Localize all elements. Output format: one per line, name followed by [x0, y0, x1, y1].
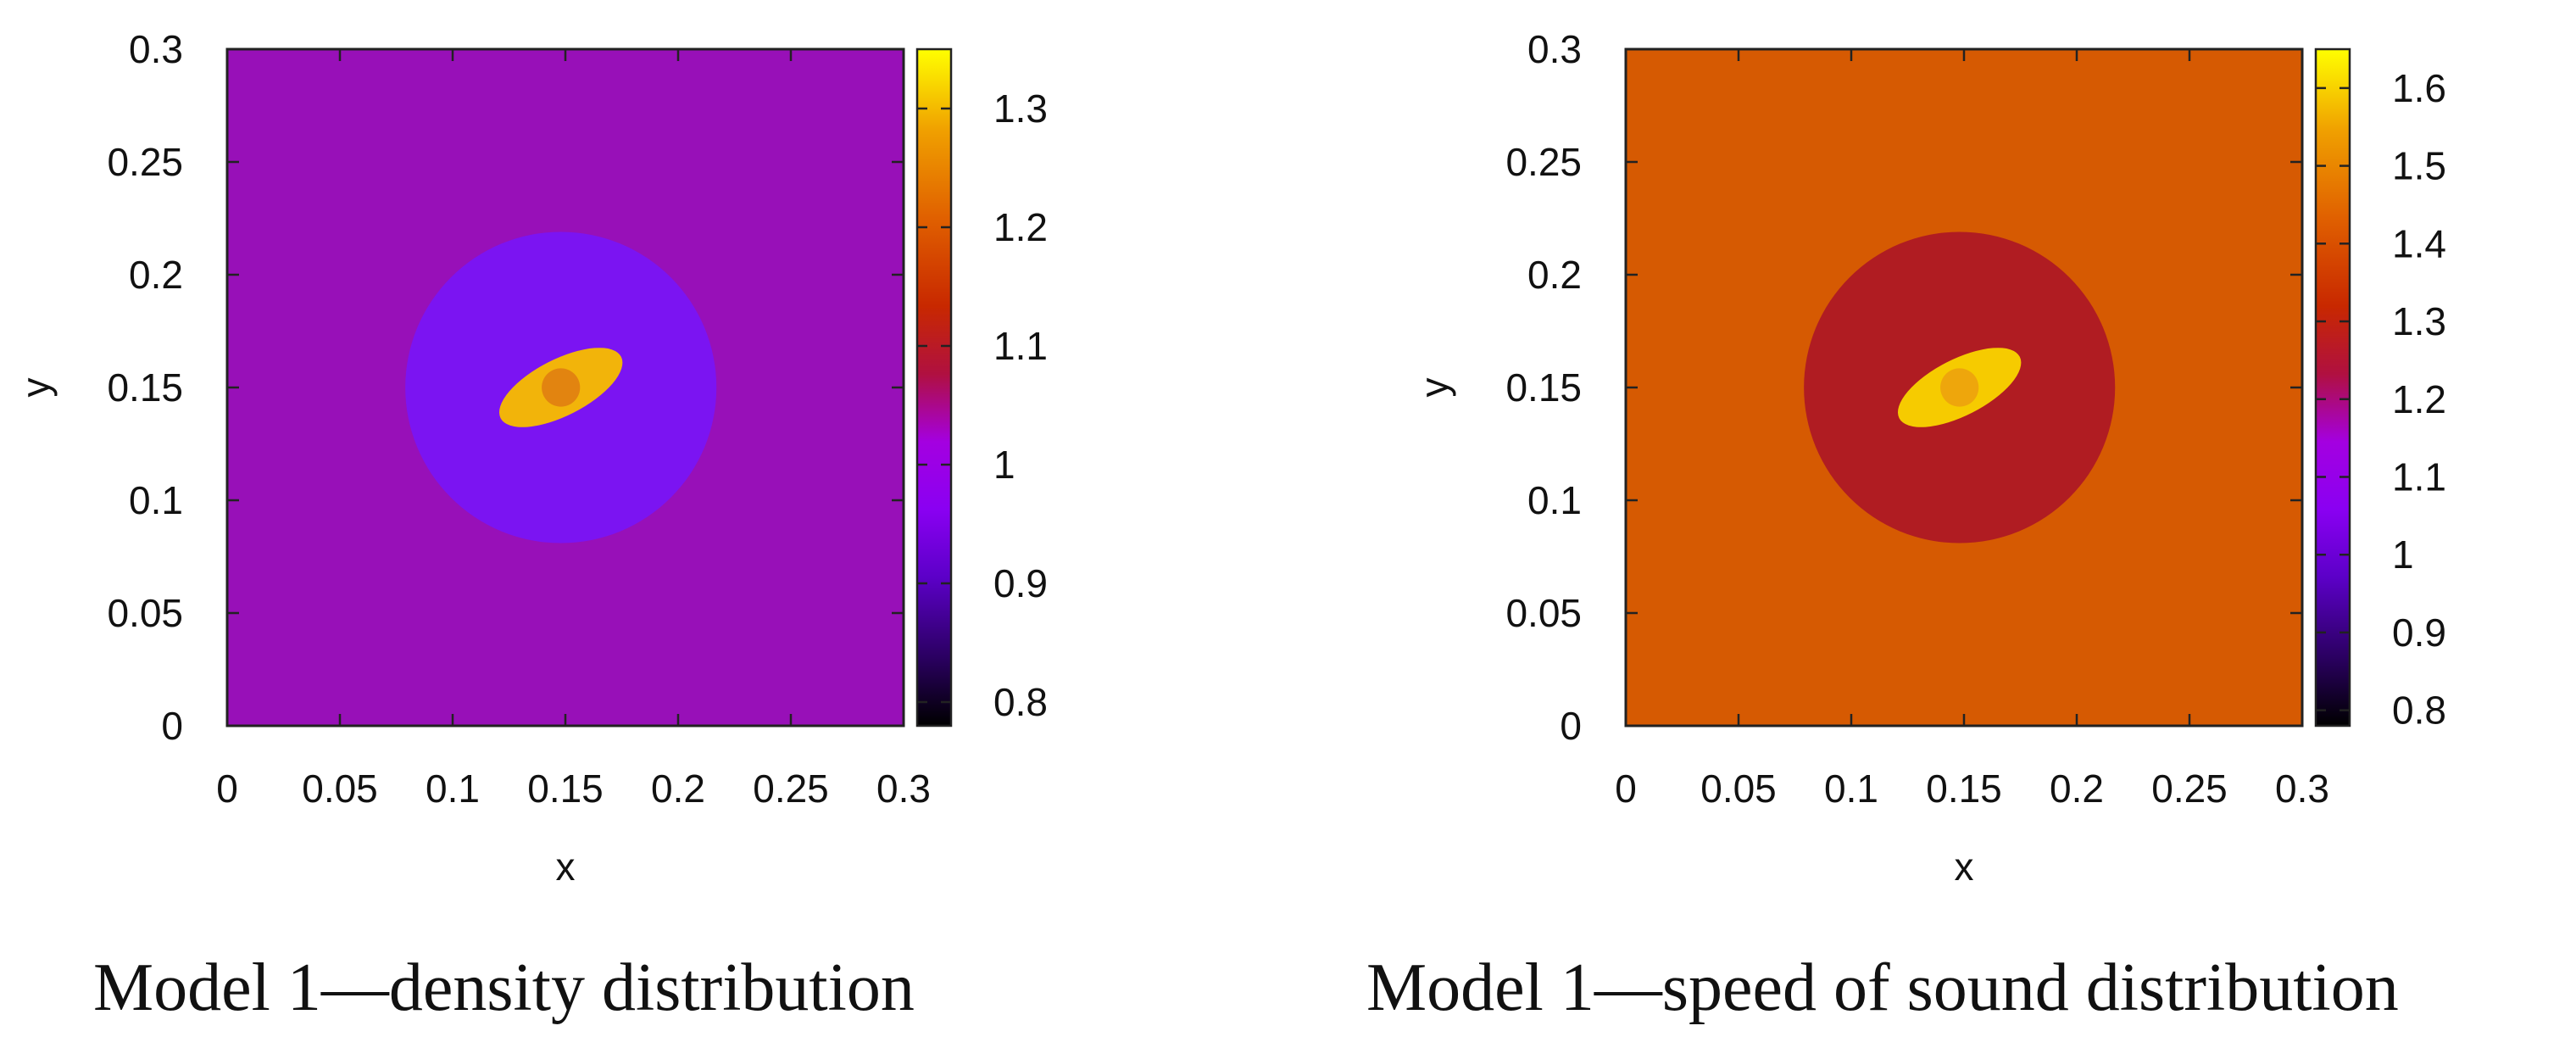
y-tick-label: 0.2 [1527, 253, 1582, 297]
colorbar-tick-label: 1 [993, 443, 1015, 487]
colorbar-tick-label: 0.9 [2392, 610, 2446, 655]
y-tick-label: 0.05 [1505, 591, 1582, 635]
colorbar-tick-label: 1.3 [993, 86, 1048, 131]
y-tick-label: 0.3 [1527, 27, 1582, 71]
x-tick-label: 0 [216, 766, 238, 811]
colorbar-tick-label: 1.1 [2392, 454, 2446, 499]
y-axis-label: y [14, 378, 58, 398]
heatmap-area [227, 49, 904, 726]
y-axis-label: y [1412, 378, 1456, 398]
x-tick-label: 0.3 [2275, 766, 2329, 811]
y-tick-label: 0.25 [107, 140, 183, 184]
x-tick-label: 0.15 [527, 766, 604, 811]
colorbar-tick-label: 1.1 [993, 324, 1048, 368]
density-caption: Model 1—density distribution [93, 950, 915, 1025]
colorbar-tick-label: 1.2 [993, 205, 1048, 249]
x-tick-label: 0.05 [1700, 766, 1777, 811]
colorbar [915, 47, 953, 727]
region-inclusion [1940, 368, 1979, 407]
y-tick-label: 0 [161, 704, 183, 748]
y-tick-label: 0.2 [129, 253, 183, 297]
x-tick-label: 0.1 [1824, 766, 1878, 811]
y-tick-label: 0.15 [107, 365, 183, 410]
colorbar-tick-label: 0.8 [993, 680, 1048, 724]
x-tick-label: 0.05 [302, 766, 378, 811]
x-tick-label: 0 [1615, 766, 1637, 811]
x-tick-label: 0.1 [426, 766, 480, 811]
y-tick-label: 0.15 [1505, 365, 1582, 410]
speed-of-sound-caption: Model 1—speed of sound distribution [1366, 950, 2399, 1025]
y-tick-label: 0.25 [1505, 140, 1582, 184]
colorbar-tick-label: 0.8 [2392, 688, 2446, 733]
x-axis-label: x [556, 845, 576, 889]
y-tick-label: 0.1 [129, 478, 183, 522]
x-tick-label: 0.2 [2050, 766, 2104, 811]
x-tick-label: 0.25 [2151, 766, 2228, 811]
colorbar-tick-label: 1.2 [2392, 377, 2446, 421]
colorbar [2314, 47, 2351, 727]
heatmap-area [1626, 49, 2302, 726]
x-tick-label: 0.3 [876, 766, 931, 811]
y-tick-label: 0.3 [129, 27, 183, 71]
density-chart: 0 0.05 0.1 0.15 0.2 0.25 0.3 0 0.05 0.1 0.15 0.2 0.2… [14, 27, 1048, 889]
region-inclusion [542, 368, 581, 407]
colorbar-tick-label: 1.6 [2392, 66, 2446, 110]
colorbar-tick-label: 0.9 [993, 561, 1048, 605]
x-axis-label: x [1955, 845, 1974, 889]
y-tick-label: 0.1 [1527, 478, 1582, 522]
x-tick-label: 0.25 [753, 766, 829, 811]
y-tick-label: 0.05 [107, 591, 183, 635]
speed-of-sound-chart: 0 0.05 0.1 0.15 0.2 0.25 0.3 0 0.05 0.1 0.15 0.2 0.2… [1412, 27, 2446, 889]
colorbar-tick-label: 1 [2392, 532, 2414, 577]
colorbar-tick-label: 1.3 [2392, 299, 2446, 343]
x-tick-label: 0.15 [1926, 766, 2002, 811]
colorbar-tick-label: 1.4 [2392, 221, 2446, 265]
x-tick-label: 0.2 [651, 766, 705, 811]
colorbar-tick-label: 1.5 [2392, 144, 2446, 188]
y-tick-label: 0 [1560, 704, 1582, 748]
